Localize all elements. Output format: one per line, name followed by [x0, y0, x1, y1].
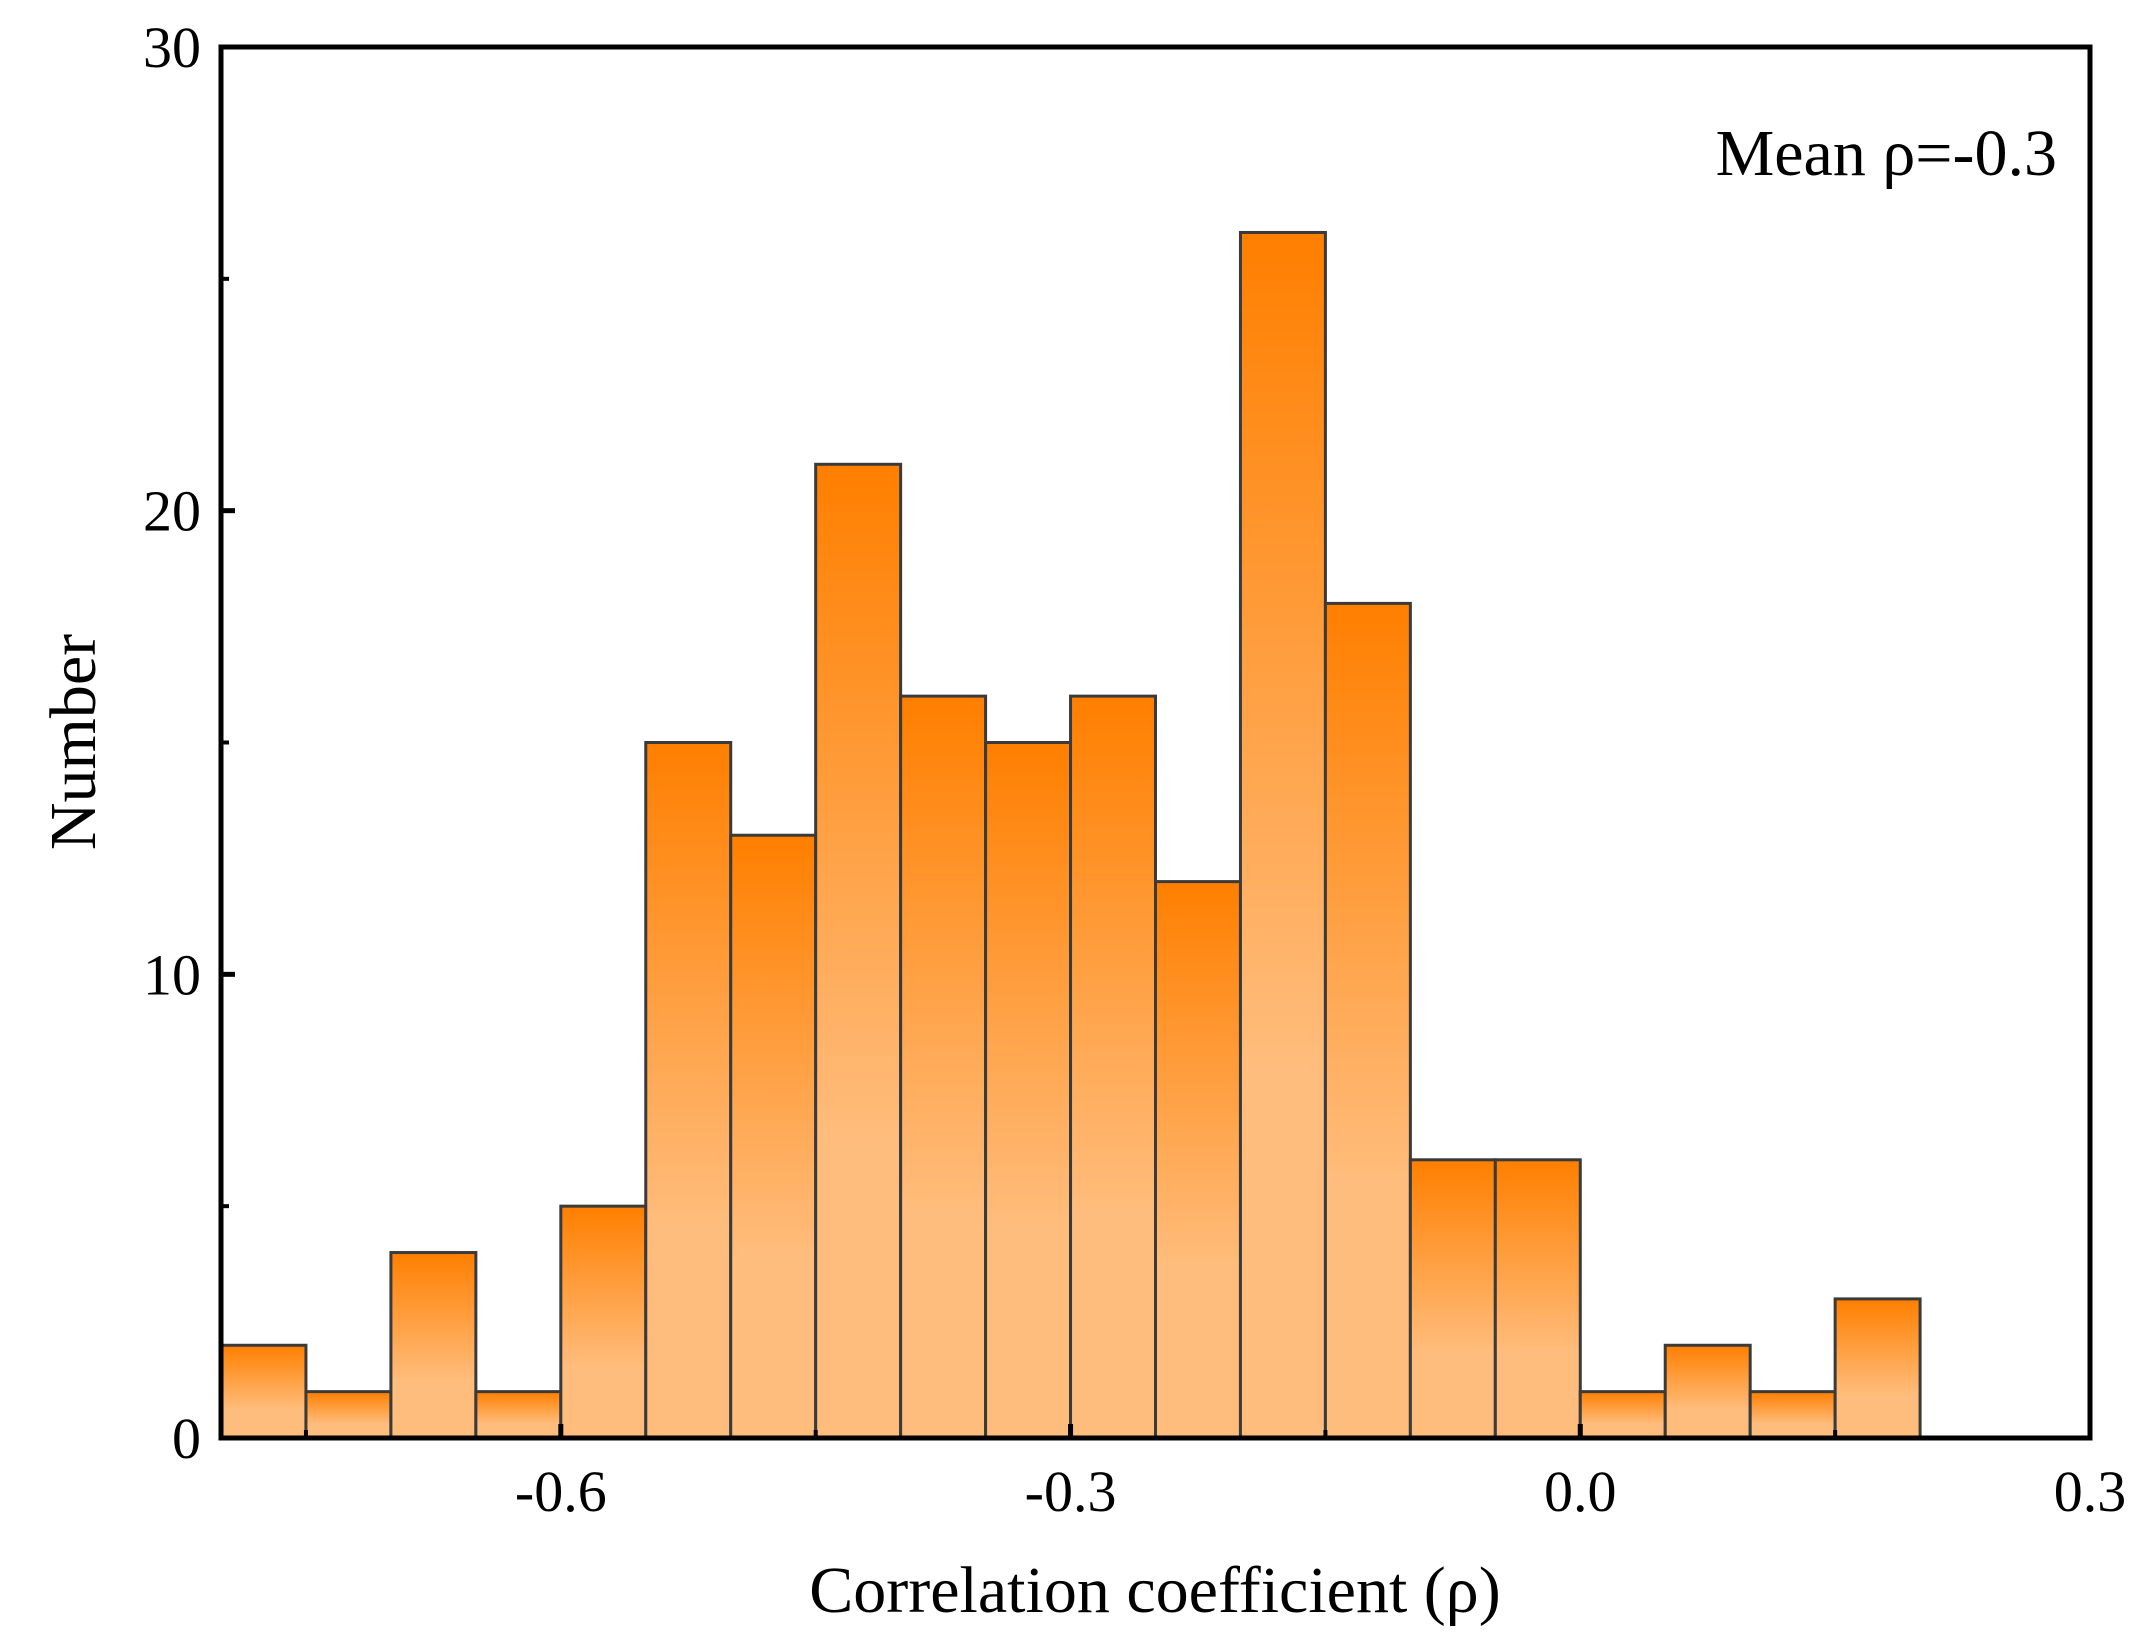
- histogram-bar-16: [1493, 1158, 1582, 1440]
- histogram-bar-8: [814, 462, 903, 1440]
- histogram-bar-1: [219, 1343, 308, 1440]
- histogram-bar-5: [559, 1204, 648, 1440]
- histogram-bar-3: [389, 1251, 478, 1440]
- histogram-bar-12: [1154, 880, 1242, 1440]
- histogram-bar-20: [1833, 1297, 1922, 1440]
- labels-layer: -0.6 -0.3 0.0 0.3 0 10 20 30: [143, 15, 2126, 1524]
- mean-annotation: Mean ρ=-0.3: [1716, 117, 2057, 190]
- histogram-bar-13: [1238, 230, 1327, 1440]
- x-tick-label: 0.3: [2054, 1459, 2127, 1524]
- histogram-bar-18: [1663, 1343, 1752, 1440]
- histogram-bar-9: [899, 694, 988, 1440]
- plot-frame: [218, 44, 2093, 1441]
- x-tick-label: -0.6: [515, 1459, 607, 1524]
- y-tick-label: 20: [143, 479, 201, 544]
- histogram-bar-7: [729, 833, 818, 1440]
- histogram-bar-2: [304, 1390, 393, 1440]
- histogram-bar-10: [984, 741, 1073, 1440]
- y-tick-label: 0: [172, 1406, 201, 1471]
- y-axis-title: Number: [37, 634, 110, 850]
- y-tick-label: 10: [143, 942, 201, 1007]
- bars-layer: [219, 230, 1922, 1440]
- x-axis-title: Correlation coefficient (ρ): [809, 1554, 1500, 1627]
- histogram-bar-15: [1408, 1158, 1497, 1440]
- x-tick-label: -0.3: [1025, 1459, 1117, 1524]
- histogram-bar-6: [644, 741, 733, 1440]
- histogram-bar-17: [1578, 1390, 1667, 1440]
- histogram-bar-14: [1323, 601, 1412, 1440]
- x-tick-label: 0.0: [1544, 1459, 1617, 1524]
- y-tick-label: 30: [143, 15, 201, 80]
- histogram-bar-4: [474, 1390, 563, 1440]
- histogram-bar-19: [1748, 1390, 1837, 1440]
- histogram-bar-11: [1069, 694, 1157, 1440]
